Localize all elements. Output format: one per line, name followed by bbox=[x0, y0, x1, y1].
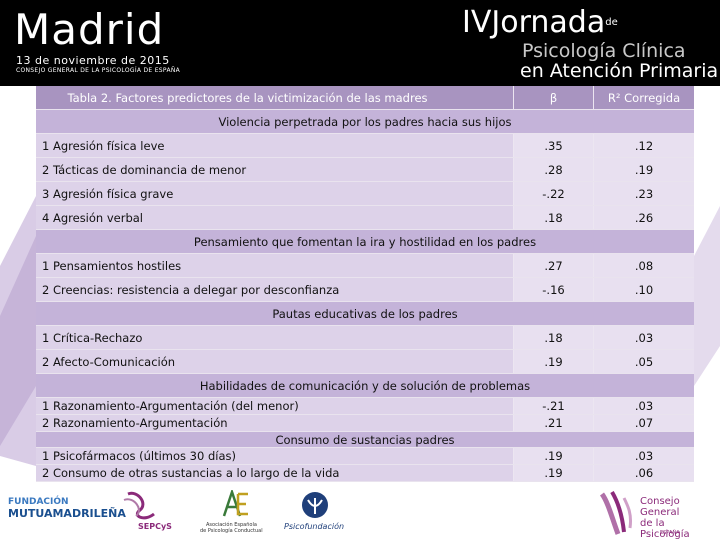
row-r2: .23 bbox=[594, 182, 694, 205]
section-title: Habilidades de comunicación y de solució… bbox=[199, 378, 531, 393]
row-beta: .27 bbox=[514, 254, 594, 277]
row-r2: .05 bbox=[594, 350, 694, 373]
predictors-table: Tabla 2. Factores predictores de la vict… bbox=[36, 86, 694, 482]
table-row: 2 Creencias: resistencia a delegar por d… bbox=[36, 278, 694, 302]
row-label: 2 Afecto-Comunicación bbox=[36, 350, 514, 373]
sepcys-label: SEPCyS bbox=[138, 522, 172, 531]
row-label: 1 Crítica-Rechazo bbox=[36, 326, 514, 349]
table-row: 1 Pensamientos hostiles .27 .08 bbox=[36, 254, 694, 278]
section-title: Consumo de sustancias padres bbox=[275, 432, 455, 447]
row-label: 1 Psicofármacos (últimos 30 días) bbox=[36, 448, 514, 464]
row-beta: -.22 bbox=[514, 182, 594, 205]
section-title: Pautas educativas de los padres bbox=[272, 306, 458, 321]
row-label: 1 Razonamiento-Argumentación (del menor) bbox=[36, 398, 514, 414]
table-row: 2 Razonamiento-Argumentación .21 .07 bbox=[36, 415, 694, 432]
psicofundacion-label: Psicofundación bbox=[284, 522, 345, 531]
psicofundacion-icon bbox=[302, 492, 328, 518]
cgp-label-1: Consejo General bbox=[640, 496, 680, 518]
row-r2: .10 bbox=[594, 278, 694, 301]
section-title: Violencia perpetrada por los padres haci… bbox=[218, 114, 512, 129]
table-caption: Tabla 2. Factores predictores de la vict… bbox=[36, 86, 514, 109]
row-beta: -.21 bbox=[514, 398, 594, 414]
event-word: Jornada bbox=[491, 5, 606, 40]
section-title: Pensamiento que fomentan la ira y hostil… bbox=[193, 234, 537, 249]
aepc-icon bbox=[222, 490, 248, 517]
section-header: Violencia perpetrada por los padres haci… bbox=[36, 110, 694, 134]
consejo-general-logo: Consejo General de la Psicología ESPAÑA bbox=[598, 486, 716, 540]
aepc-logo: Asociación Española de Psicología Conduc… bbox=[200, 490, 270, 536]
event-subtitle-1: Psicología Clínica bbox=[522, 40, 686, 62]
aepc-label-1: Asociación Española bbox=[206, 522, 257, 528]
section-header: Pensamiento que fomentan la ira y hostil… bbox=[36, 230, 694, 254]
row-label: 2 Tácticas de dominancia de menor bbox=[36, 158, 514, 181]
cgp-label-2: de la Psicología bbox=[640, 518, 690, 540]
row-beta: .21 bbox=[514, 415, 594, 431]
row-r2: .06 bbox=[594, 465, 694, 481]
header-banner: Madrid 13 de noviembre de 2015 CONSEJO G… bbox=[0, 0, 720, 86]
sepcys-logo: SEPCyS bbox=[118, 490, 178, 536]
row-label: 1 Pensamientos hostiles bbox=[36, 254, 514, 277]
table-row: 2 Consumo de otras sustancias a lo largo… bbox=[36, 465, 694, 482]
table-row: 2 Afecto-Comunicación .19 .05 bbox=[36, 350, 694, 374]
row-beta: .28 bbox=[514, 158, 594, 181]
row-label: 3 Agresión física grave bbox=[36, 182, 514, 205]
fundacion-mutua-logo: FUNDACIÓN MUTUAMADRILEÑA bbox=[8, 496, 126, 520]
table-header-row: Tabla 2. Factores predictores de la vict… bbox=[36, 86, 694, 110]
row-r2: .03 bbox=[594, 398, 694, 414]
row-beta: .19 bbox=[514, 465, 594, 481]
cgp-label-3: ESPAÑA bbox=[660, 530, 680, 536]
event-date: 13 de noviembre de 2015 bbox=[16, 54, 170, 67]
aepc-label-2: de Psicología Conductual bbox=[200, 528, 263, 534]
row-r2: .12 bbox=[594, 134, 694, 157]
sepcys-icon bbox=[123, 491, 155, 520]
row-beta: .19 bbox=[514, 448, 594, 464]
table-row: 4 Agresión verbal .18 .26 bbox=[36, 206, 694, 230]
row-beta: .18 bbox=[514, 326, 594, 349]
section-header: Consumo de sustancias padres bbox=[36, 432, 694, 448]
row-label: 2 Razonamiento-Argumentación bbox=[36, 415, 514, 431]
row-beta: .18 bbox=[514, 206, 594, 229]
fundacion-label: FUNDACIÓN bbox=[8, 497, 69, 507]
row-beta: .35 bbox=[514, 134, 594, 157]
section-header: Habilidades de comunicación y de solució… bbox=[36, 374, 694, 398]
row-beta: .19 bbox=[514, 350, 594, 373]
row-beta: -.16 bbox=[514, 278, 594, 301]
event-subtitle-2: en Atención Primaria bbox=[520, 60, 719, 82]
event-name: IVJornadade bbox=[462, 6, 618, 40]
table-row: 1 Psicofármacos (últimos 30 días) .19 .0… bbox=[36, 448, 694, 465]
row-r2: .07 bbox=[594, 415, 694, 431]
event-city-title: Madrid bbox=[14, 5, 165, 54]
row-label: 2 Consumo de otras sustancias a lo largo… bbox=[36, 465, 514, 481]
column-header-beta: β bbox=[514, 86, 594, 109]
row-r2: .26 bbox=[594, 206, 694, 229]
row-r2: .03 bbox=[594, 326, 694, 349]
row-label: 4 Agresión verbal bbox=[36, 206, 514, 229]
table-row: 2 Tácticas de dominancia de menor .28 .1… bbox=[36, 158, 694, 182]
table-row: 1 Razonamiento-Argumentación (del menor)… bbox=[36, 398, 694, 415]
row-r2: .08 bbox=[594, 254, 694, 277]
psicofundacion-logo: Psicofundación bbox=[282, 490, 352, 536]
section-header: Pautas educativas de los padres bbox=[36, 302, 694, 326]
row-label: 1 Agresión física leve bbox=[36, 134, 514, 157]
column-header-r2: R² Corregida bbox=[607, 90, 681, 105]
table-row: 1 Crítica-Rechazo .18 .03 bbox=[36, 326, 694, 350]
table-row: 1 Agresión física leve .35 .12 bbox=[36, 134, 694, 158]
event-de: de bbox=[605, 17, 618, 28]
event-number: IV bbox=[462, 5, 492, 40]
row-label: 2 Creencias: resistencia a delegar por d… bbox=[36, 278, 514, 301]
sponsor-logos: FUNDACIÓN MUTUAMADRILEÑA SEPCyS Asociaci… bbox=[0, 486, 720, 540]
event-organizer: CONSEJO GENERAL DE LA PSICOLOGÍA DE ESPA… bbox=[16, 67, 181, 74]
row-r2: .03 bbox=[594, 448, 694, 464]
consejo-general-icon bbox=[599, 490, 632, 535]
cgp-text: Consejo General de la Psicología bbox=[640, 496, 716, 540]
row-r2: .19 bbox=[594, 158, 694, 181]
table-row: 3 Agresión física grave -.22 .23 bbox=[36, 182, 694, 206]
mutua-label: MUTUAMADRILEÑA bbox=[8, 507, 126, 520]
